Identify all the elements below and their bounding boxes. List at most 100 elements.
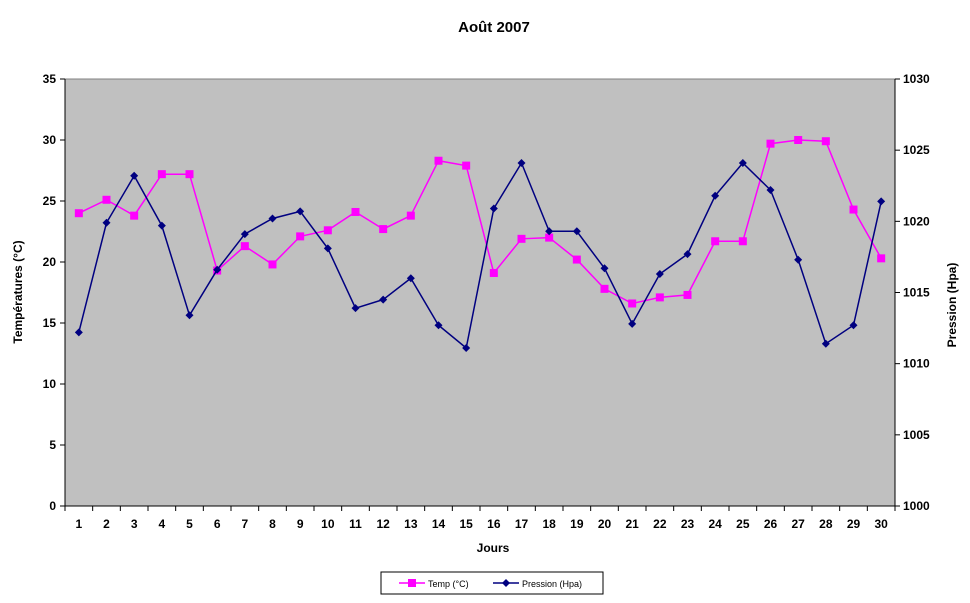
x-tick-label: 23 (681, 517, 695, 531)
x-tick-label: 7 (241, 517, 248, 531)
legend-box (380, 571, 604, 595)
data-point (683, 250, 692, 259)
data-point (351, 207, 360, 216)
x-tick-label: 21 (625, 517, 639, 531)
data-point (268, 214, 277, 223)
y2-tick-label: 1005 (903, 428, 930, 442)
data-point (379, 295, 388, 304)
data-point (130, 211, 139, 220)
x-tick-label: 9 (297, 517, 304, 531)
data-point (406, 274, 415, 283)
data-point (489, 204, 498, 213)
x-tick-label: 27 (791, 517, 805, 531)
y-axis-left: 0 5 10 15 20 25 30 35 (43, 72, 66, 513)
x-tick-label: 20 (598, 517, 612, 531)
data-point (821, 137, 830, 146)
y-tick-label: 35 (43, 72, 57, 86)
y-axis-right-label: Pression (Hpa) (945, 263, 959, 348)
data-point (462, 161, 471, 170)
data-point (572, 255, 581, 264)
y2-tick-label: 1010 (903, 357, 930, 371)
data-point (628, 299, 637, 308)
y2-tick-label: 1000 (903, 499, 930, 513)
y-tick-label: 15 (43, 316, 57, 330)
data-point (296, 232, 305, 241)
x-tick-label: 4 (158, 517, 165, 531)
x-tick-label: 2 (103, 517, 110, 531)
y2-tick-label: 1020 (903, 214, 930, 228)
data-point (213, 265, 222, 274)
data-point (185, 311, 194, 320)
data-point (185, 170, 194, 179)
x-tick-label: 17 (515, 517, 529, 531)
data-point (711, 237, 720, 246)
data-point (268, 260, 277, 269)
data-point (517, 234, 526, 243)
legend-temp-marker (408, 579, 416, 587)
data-point (849, 321, 858, 330)
data-point (628, 319, 637, 328)
data-point (296, 207, 305, 216)
data-point (545, 227, 554, 236)
data-point (655, 269, 664, 278)
x-tick-label: 6 (214, 517, 221, 531)
legend-pressure-marker (502, 579, 510, 587)
x-tick-label: 10 (321, 517, 335, 531)
data-point (766, 186, 775, 195)
y2-tick-label: 1025 (903, 143, 930, 157)
x-axis-label: Jours (477, 541, 510, 555)
data-point (711, 191, 720, 200)
data-point (240, 242, 249, 251)
x-tick-label: 28 (819, 517, 833, 531)
x-tick-label: 22 (653, 517, 667, 531)
x-tick-label: 30 (874, 517, 888, 531)
data-point (821, 339, 830, 348)
series-line (78, 161, 882, 350)
y-tick-label: 5 (49, 438, 56, 452)
data-point (240, 230, 249, 239)
x-tick-label: 8 (269, 517, 276, 531)
data-point (130, 171, 139, 180)
data-point (379, 225, 388, 234)
data-point (877, 254, 886, 263)
data-point (738, 158, 747, 167)
x-tick-label: 26 (764, 517, 778, 531)
data-point (766, 139, 775, 148)
data-point (600, 284, 609, 293)
data-point (738, 237, 747, 246)
data-point (74, 328, 83, 337)
legend: Temp (°C) Pression (Hpa) (380, 571, 604, 595)
x-tick-label: 1 (75, 517, 82, 531)
data-point (517, 158, 526, 167)
data-point (351, 304, 360, 313)
data-point (406, 211, 415, 220)
x-tick-label: 29 (847, 517, 861, 531)
x-tick-label: 11 (349, 517, 362, 531)
data-point (849, 205, 858, 214)
data-point (434, 321, 443, 330)
data-point (794, 136, 803, 144)
x-tick-label: 16 (487, 517, 501, 531)
data-point (102, 218, 111, 227)
series-pressure (74, 158, 886, 353)
series-line (78, 139, 882, 305)
x-axis: 1 2 3 4 5 6 7 8 9 10 11 12 13 14 15 16 17 18 19 20 21 22 23 24 2… (64, 505, 896, 531)
x-tick-label: 24 (708, 517, 722, 531)
data-point (877, 197, 886, 206)
data-point (462, 344, 471, 353)
data-point (157, 221, 166, 230)
y-axis-left-label: Températures (°C) (11, 240, 25, 343)
x-tick-label: 18 (542, 517, 556, 531)
y-tick-label: 25 (43, 194, 57, 208)
data-point (74, 209, 83, 218)
data-point (572, 227, 581, 236)
data-point (545, 233, 554, 242)
data-point (794, 255, 803, 264)
data-point (434, 156, 443, 165)
data-point (323, 226, 332, 235)
y-tick-label: 30 (43, 133, 57, 147)
legend-pressure-label: Pression (Hpa) (522, 579, 582, 589)
data-point (157, 170, 166, 179)
series-layer (74, 136, 886, 353)
